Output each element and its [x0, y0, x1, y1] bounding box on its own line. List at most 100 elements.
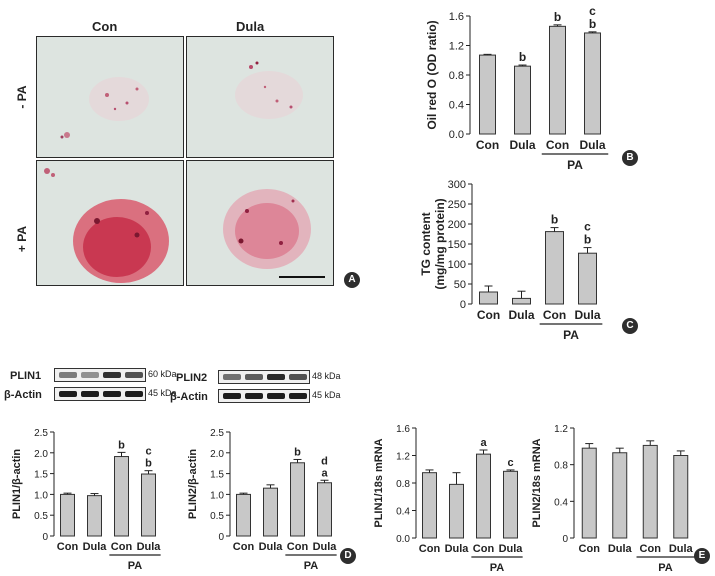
micrograph-dula-minus-pa: [186, 36, 334, 158]
y-tick-label: 2.5: [210, 428, 224, 439]
bar: [422, 472, 437, 539]
group-label: PA: [128, 560, 143, 572]
y-axis-label: PLIN1/18s mRNA: [373, 438, 385, 527]
bar: [503, 470, 518, 539]
category-label: Dula: [574, 308, 600, 322]
sig-letter: a: [480, 437, 487, 449]
sig-letter: c: [145, 446, 151, 458]
category-label: Con: [476, 138, 499, 152]
y-tick-label: 0: [562, 534, 568, 545]
blot-kda-bactin-2: 45 kDa: [312, 390, 341, 400]
panel-badge-e: E: [694, 548, 710, 564]
bar: [612, 452, 628, 539]
y-tick-label: 0.4: [449, 100, 464, 112]
micrograph-con-plus-pa: [36, 160, 184, 286]
row-label-plus-pa: + PA: [15, 225, 29, 253]
y-tick-label: 1.0: [210, 490, 224, 501]
bar: [545, 231, 564, 305]
category-label: Dula: [508, 308, 534, 322]
y-axis-label: PLIN2/β-actin: [187, 449, 199, 520]
bar: [317, 482, 332, 537]
y-tick-label: 0.5: [210, 511, 224, 522]
y-tick-label: 0.4: [396, 507, 410, 518]
bar: [512, 297, 531, 305]
blot-kda-bactin-1: 45 kDa: [148, 388, 177, 398]
category-label: Dula: [579, 138, 605, 152]
group-label: PA: [658, 562, 673, 572]
category-label: Con: [579, 543, 601, 555]
y-tick-label: 0: [42, 532, 48, 543]
category-label: Dula: [83, 541, 108, 553]
blot-label-plin2: PLIN2: [176, 372, 208, 384]
bar: [479, 54, 496, 135]
y-axis-label: Oil red O (OD ratio): [425, 20, 439, 129]
category-label: Dula: [259, 541, 284, 553]
panel-badge-b: B: [622, 150, 638, 166]
y-axis-label: TG content(mg/mg protein): [419, 198, 447, 289]
sig-letter: b: [519, 50, 526, 64]
blot-kda-plin2: 48 kDa: [312, 371, 341, 381]
sig-letter: c: [507, 457, 513, 469]
panel-badge-c: C: [622, 318, 638, 334]
category-label: Dula: [509, 138, 535, 152]
panel-badge-d: D: [340, 548, 356, 564]
y-tick-label: 1.2: [396, 452, 410, 463]
bar: [449, 483, 464, 539]
y-tick-label: 1.0: [34, 490, 48, 501]
sig-letter: a: [321, 467, 328, 479]
blot-bactin-1: [54, 387, 146, 401]
sig-letter: b: [294, 446, 301, 458]
category-label: Con: [111, 541, 133, 553]
y-tick-label: 1.6: [396, 424, 410, 435]
sig-letter: b: [584, 233, 591, 247]
sig-letter: b: [118, 439, 125, 451]
y-tick-label: 100: [448, 259, 466, 271]
y-tick-label: 50: [454, 279, 466, 291]
blot-label-bactin-2: β-Actin: [170, 391, 208, 403]
bar: [673, 455, 689, 539]
bar: [60, 493, 75, 537]
category-label: Con: [543, 308, 566, 322]
bar: [87, 495, 102, 537]
y-tick-label: 0.0: [396, 534, 410, 545]
bar: [642, 444, 658, 539]
sig-letter: b: [554, 10, 561, 24]
blot-bactin-2: [218, 389, 310, 403]
y-tick-label: 1.5: [34, 470, 48, 481]
category-label: Dula: [445, 543, 470, 555]
bar: [578, 252, 597, 305]
group-label: PA: [304, 560, 319, 572]
category-label: Dula: [137, 541, 162, 553]
y-tick-label: 200: [448, 219, 466, 231]
bar: [290, 462, 305, 537]
y-tick-label: 1.2: [449, 41, 464, 53]
sig-letter: d: [321, 455, 328, 467]
category-label: Con: [546, 138, 569, 152]
row-label-minus-pa: - PA: [15, 85, 29, 109]
bar: [584, 32, 601, 135]
category-label: Con: [473, 543, 495, 555]
category-label: Con: [419, 543, 441, 555]
y-tick-label: 300: [448, 179, 466, 191]
blot-label-bactin-1: β-Actin: [4, 389, 42, 401]
bar: [581, 447, 597, 539]
category-label: Dula: [608, 543, 633, 555]
sig-letter: b: [589, 17, 596, 31]
y-tick-label: 0: [218, 532, 224, 543]
y-tick-label: 150: [448, 239, 466, 251]
y-axis-label: PLIN2/18s mRNA: [531, 438, 543, 527]
bar: [476, 453, 491, 539]
bar: [236, 493, 251, 537]
sig-letter: c: [584, 220, 591, 234]
chart-plin2-mrna: 0 0.4 0.8 1.2 PLIN2/18s mRNA Con Dula Con Dula PA: [531, 424, 695, 572]
category-label: Dula: [499, 543, 524, 555]
sig-letter: b: [551, 213, 558, 227]
micrograph-con-minus-pa: [36, 36, 184, 158]
bar: [263, 487, 278, 537]
blot-plin1: [54, 368, 146, 382]
category-label: Con: [233, 541, 255, 553]
y-tick-label: 0.0: [449, 129, 464, 141]
